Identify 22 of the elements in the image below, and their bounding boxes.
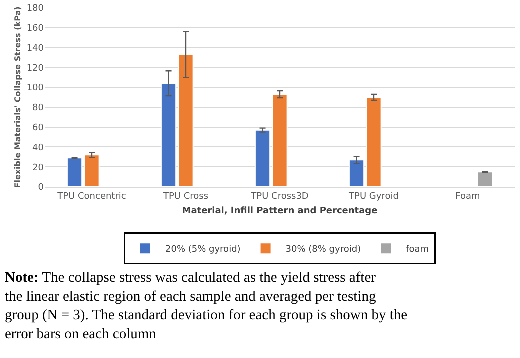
- y-axis-title: Flexible Materials' Collapse Stress (kPa): [14, 6, 23, 188]
- y-tick-label: 20: [32, 163, 44, 174]
- y-tick-label: 180: [26, 4, 44, 14]
- bar: [477, 172, 494, 187]
- text: Note: The collapse stress was calculated as the yield stress after the linear elastic region of each sample and averaged per testing group (N = 3). The standard deviation for each group is shown by the error bars on each column: [5, 270, 408, 343]
- x-axis-title: Material, Infill Pattern and Percentage: [182, 206, 378, 217]
- x-tick-label: TPU Gyroid: [348, 192, 399, 202]
- y-tick-label: 140: [26, 44, 44, 54]
- y-tick-label: 120: [26, 64, 44, 74]
- y-tick-label: 60: [32, 123, 44, 134]
- x-tick-label: Foam: [456, 192, 480, 202]
- x-tick-label: TPU Cross3D: [250, 192, 309, 202]
- x-tick-label: TPU Cross: [162, 192, 209, 202]
- y-tick-label: 0: [38, 183, 44, 194]
- legend-label: 30% (8% gyroid): [286, 245, 362, 256]
- y-tick-label: 40: [32, 143, 44, 154]
- y-tick-label: 80: [32, 104, 44, 114]
- y-tick-label: 160: [26, 24, 44, 34]
- x-tick-label: TPU Concentric: [56, 192, 126, 202]
- y-tick-label: 100: [26, 84, 44, 94]
- legend-label: foam: [406, 245, 430, 256]
- legend-label: 20% (5% gyroid): [166, 245, 241, 256]
